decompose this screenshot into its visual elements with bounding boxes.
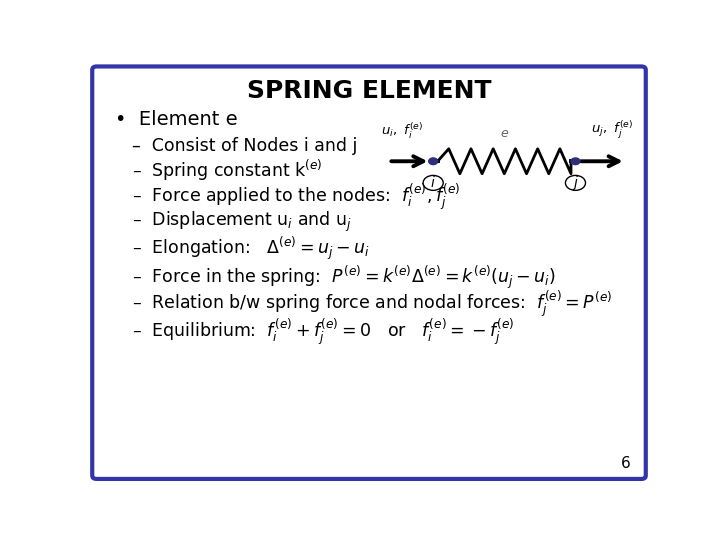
Text: –  Consist of Nodes i and j: – Consist of Nodes i and j (132, 137, 357, 155)
Text: –  Relation b/w spring force and nodal forces:  $f_j^{(e)} = P^{(e)}$: – Relation b/w spring force and nodal fo… (132, 288, 613, 319)
Circle shape (571, 158, 580, 165)
Text: $j$: $j$ (572, 174, 579, 192)
Text: –  Equilibrium:  $f_i^{(e)} + f_j^{(e)} = 0$   or   $f_i^{(e)} = -f_j^{(e)}$: – Equilibrium: $f_i^{(e)} + f_j^{(e)} = … (132, 316, 514, 347)
Text: –  Spring constant k$^{(e)}$: – Spring constant k$^{(e)}$ (132, 158, 323, 184)
Text: •  Element e: • Element e (115, 110, 238, 129)
Circle shape (565, 176, 585, 191)
Text: $e$: $e$ (500, 127, 509, 140)
FancyBboxPatch shape (92, 66, 646, 479)
Text: 6: 6 (621, 456, 630, 471)
Text: $u_j,\ f_j^{(e)}$: $u_j,\ f_j^{(e)}$ (590, 119, 633, 141)
Circle shape (423, 176, 444, 191)
Text: –  Force applied to the nodes:  $f_i^{(e)}, f_j^{(e)}$: – Force applied to the nodes: $f_i^{(e)}… (132, 181, 460, 212)
Text: $u_i,\ f_i^{(e)}$: $u_i,\ f_i^{(e)}$ (382, 121, 423, 141)
Text: –  Displacement u$_i$ and u$_j$: – Displacement u$_i$ and u$_j$ (132, 210, 352, 234)
Circle shape (428, 158, 438, 165)
Text: $i$: $i$ (431, 176, 436, 191)
Text: –  Elongation:   $\Delta^{(e)} = u_j - u_i$: – Elongation: $\Delta^{(e)} = u_j - u_i$ (132, 235, 370, 262)
Text: SPRING ELEMENT: SPRING ELEMENT (247, 79, 491, 103)
Text: –  Force in the spring:  $P^{(e)} = k^{(e)}\Delta^{(e)} = k^{(e)}\left(u_j - u_i: – Force in the spring: $P^{(e)} = k^{(e)… (132, 263, 556, 291)
